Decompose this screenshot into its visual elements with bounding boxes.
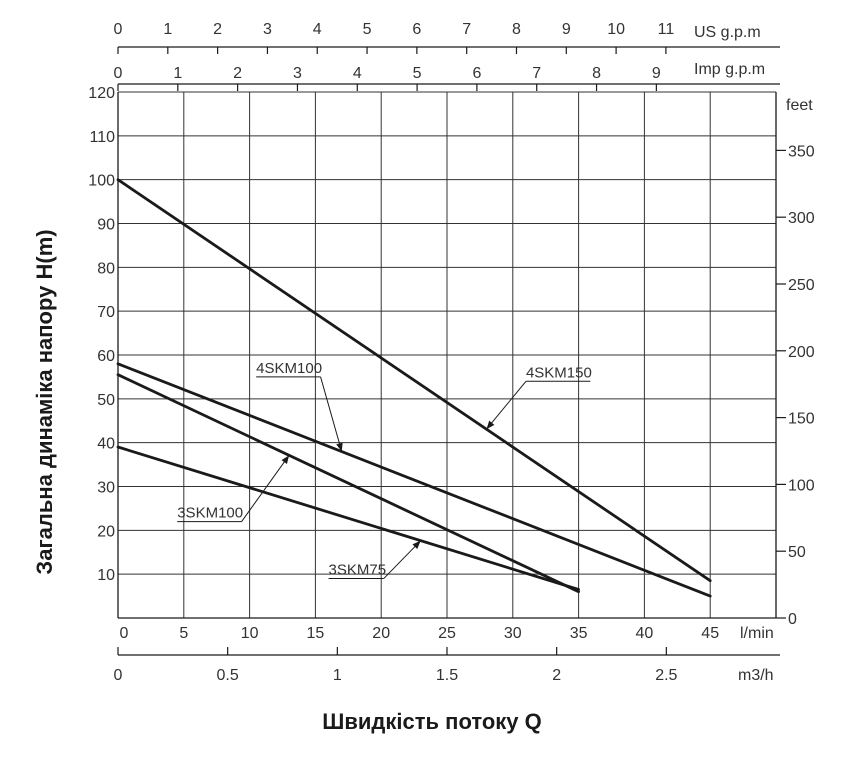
y-tick-label: 70 bbox=[97, 304, 115, 321]
leader-arrowhead bbox=[486, 420, 495, 430]
top-imp-tick-label: 9 bbox=[652, 65, 661, 82]
leader-line bbox=[486, 380, 527, 430]
top-imp-unit: Imp g.p.m bbox=[694, 61, 765, 78]
y2-tick-label: 50 bbox=[788, 544, 806, 561]
y-tick-label: 120 bbox=[88, 85, 115, 102]
m3h-tick-label: 0 bbox=[114, 667, 123, 684]
x-tick-label: 20 bbox=[372, 625, 390, 642]
x-tick-label: 40 bbox=[636, 625, 654, 642]
m3h-tick-label: 0.5 bbox=[217, 667, 239, 684]
y-tick-label: 20 bbox=[97, 523, 115, 540]
series-line-3skm75 bbox=[116, 445, 580, 591]
series-line-4skm150 bbox=[116, 178, 712, 583]
m3h-unit: m3/h bbox=[738, 667, 774, 684]
top-imp-tick-label: 4 bbox=[353, 65, 362, 82]
y2-tick-label: 0 bbox=[788, 611, 797, 628]
x-axis-title: Швидкість потоку Q bbox=[322, 709, 541, 734]
y-tick-label: 10 bbox=[97, 567, 115, 584]
x-tick-label: 10 bbox=[241, 625, 259, 642]
top-imp-tick-label: 6 bbox=[472, 65, 481, 82]
top-imp-tick-label: 8 bbox=[592, 65, 601, 82]
top-us-tick-label: 4 bbox=[313, 21, 322, 38]
y2-tick-label: 150 bbox=[788, 411, 815, 428]
y-tick-label: 100 bbox=[88, 173, 115, 190]
leader-line bbox=[241, 455, 290, 522]
series-line-3skm100 bbox=[116, 373, 580, 594]
series-line-4skm100 bbox=[116, 362, 712, 598]
top-us-tick-label: 9 bbox=[562, 21, 571, 38]
m3h-tick-label: 2 bbox=[552, 667, 561, 684]
y-tick-label: 50 bbox=[97, 392, 115, 409]
y2-unit: feet bbox=[786, 97, 813, 114]
y2-tick-label: 300 bbox=[788, 210, 815, 227]
y-tick-label: 30 bbox=[97, 480, 115, 497]
series-label-3skm100: 3SKM100 bbox=[177, 505, 243, 522]
top-us-tick-label: 11 bbox=[658, 21, 675, 38]
x-unit: l/min bbox=[740, 625, 774, 642]
top-imp-tick-label: 7 bbox=[532, 65, 541, 82]
y2-tick-label: 350 bbox=[788, 143, 815, 160]
leader-arrowhead bbox=[281, 455, 290, 465]
series-lines bbox=[116, 178, 712, 598]
y-axis-title: Загальна динаміка напору H(m) bbox=[32, 229, 57, 574]
y-tick-label: 110 bbox=[89, 129, 115, 146]
top-us-tick-label: 5 bbox=[363, 21, 372, 38]
m3h-tick-label: 2.5 bbox=[655, 667, 677, 684]
series-label-3skm75: 3SKM75 bbox=[329, 562, 387, 579]
top-imp-tick-label: 5 bbox=[413, 65, 422, 82]
top-us-tick-label: 3 bbox=[263, 21, 272, 38]
grid bbox=[118, 91, 776, 618]
y-tick-label: 40 bbox=[97, 436, 115, 453]
y-tick-label: 90 bbox=[97, 217, 115, 234]
x-tick-label: 25 bbox=[438, 625, 456, 642]
top-us-tick-label: 8 bbox=[512, 21, 521, 38]
x-tick-label: 5 bbox=[179, 625, 188, 642]
top-us-tick-label: 2 bbox=[213, 21, 222, 38]
series-label-4skm150: 4SKM150 bbox=[526, 364, 592, 381]
y-tick-label: 80 bbox=[97, 260, 115, 277]
leader-line bbox=[383, 540, 422, 579]
m3h-tick-label: 1.5 bbox=[436, 667, 458, 684]
leader-arrowhead bbox=[412, 540, 421, 549]
leader-arrowhead bbox=[336, 442, 343, 452]
series-annotations: 4SKM150 4SKM100 3SKM100 3SKM75 bbox=[177, 360, 592, 580]
top-imp-tick-label: 2 bbox=[233, 65, 242, 82]
top-us-tick-label: 1 bbox=[163, 21, 172, 38]
leader-line bbox=[320, 376, 343, 452]
y2-tick-label: 100 bbox=[788, 477, 815, 494]
x-tick-label: 15 bbox=[307, 625, 325, 642]
top-us-tick-label: 0 bbox=[114, 21, 123, 38]
top-imp-tick-label: 3 bbox=[293, 65, 302, 82]
top-us-unit: US g.p.m bbox=[694, 24, 761, 41]
x-tick-label: 0 bbox=[120, 625, 129, 642]
y2-tick-label: 200 bbox=[788, 344, 815, 361]
x-tick-label: 35 bbox=[570, 625, 588, 642]
y-tick-label: 60 bbox=[97, 348, 115, 365]
x-tick-label: 30 bbox=[504, 625, 522, 642]
y2-tick-label: 250 bbox=[788, 277, 815, 294]
top-us-tick-label: 7 bbox=[462, 21, 471, 38]
top-us-tick-label: 6 bbox=[412, 21, 421, 38]
top-imp-tick-label: 0 bbox=[114, 65, 123, 82]
top-imp-tick-label: 1 bbox=[173, 65, 182, 82]
top-us-tick-label: 10 bbox=[607, 21, 625, 38]
m3h-tick-label: 1 bbox=[333, 667, 342, 684]
series-label-4skm100: 4SKM100 bbox=[256, 360, 322, 377]
x-tick-label: 45 bbox=[701, 625, 719, 642]
